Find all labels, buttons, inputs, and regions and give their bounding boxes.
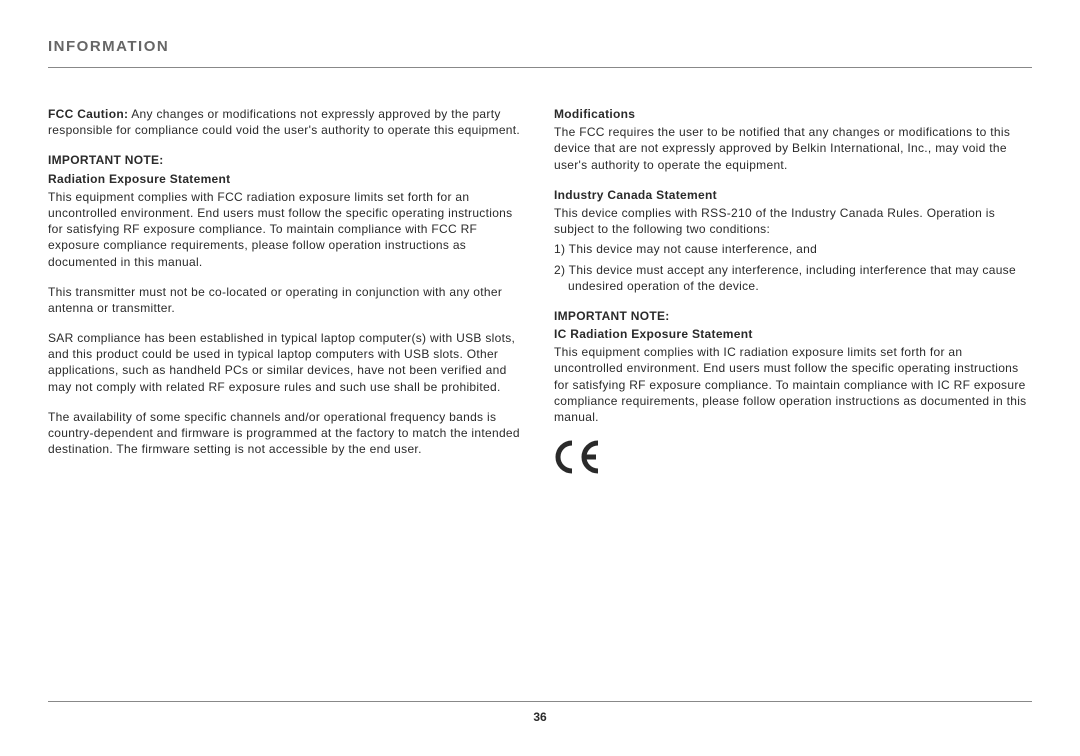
footer-rule (48, 701, 1032, 702)
ic-cond1: 1) This device may not cause interferenc… (554, 241, 1032, 257)
industry-canada-heading: Industry Canada Statement (554, 187, 1032, 203)
page-number: 36 (0, 710, 1080, 724)
document-page: INFORMATION FCC Caution: Any changes or … (0, 0, 1080, 756)
important-note-label-ic: IMPORTANT NOTE: (554, 308, 1032, 324)
radiation-p2: This transmitter must not be co-located … (48, 284, 526, 316)
modifications-heading: Modifications (554, 106, 1032, 122)
ic-radiation-block: IMPORTANT NOTE: IC Radiation Exposure St… (554, 308, 1032, 425)
ic-cond2: 2) This device must accept any interfere… (554, 262, 1032, 294)
fcc-caution-label: FCC Caution: (48, 107, 128, 121)
radiation-p1: This equipment complies with FCC radiati… (48, 189, 526, 270)
modifications-text: The FCC requires the user to be notified… (554, 124, 1032, 173)
ce-mark-icon (554, 439, 1032, 479)
ic-radiation-heading: IC Radiation Exposure Statement (554, 326, 1032, 342)
fcc-caution-para: FCC Caution: Any changes or modification… (48, 106, 526, 138)
right-column: Modifications The FCC requires the user … (554, 106, 1032, 479)
ic-p1: This device complies with RSS-210 of the… (554, 205, 1032, 237)
content-columns: FCC Caution: Any changes or modification… (48, 106, 1032, 479)
radiation-p4: The availability of some specific channe… (48, 409, 526, 458)
ic-radiation-text: This equipment complies with IC radiatio… (554, 344, 1032, 425)
left-column: FCC Caution: Any changes or modification… (48, 106, 526, 479)
industry-canada-block: Industry Canada Statement This device co… (554, 187, 1032, 294)
important-note-block: IMPORTANT NOTE: Radiation Exposure State… (48, 152, 526, 457)
radiation-p3: SAR compliance has been established in t… (48, 330, 526, 395)
page-title: INFORMATION (48, 38, 1032, 55)
modifications-block: Modifications The FCC requires the user … (554, 106, 1032, 173)
important-note-label: IMPORTANT NOTE: (48, 152, 526, 168)
radiation-heading: Radiation Exposure Statement (48, 171, 526, 187)
header-rule (48, 67, 1032, 68)
